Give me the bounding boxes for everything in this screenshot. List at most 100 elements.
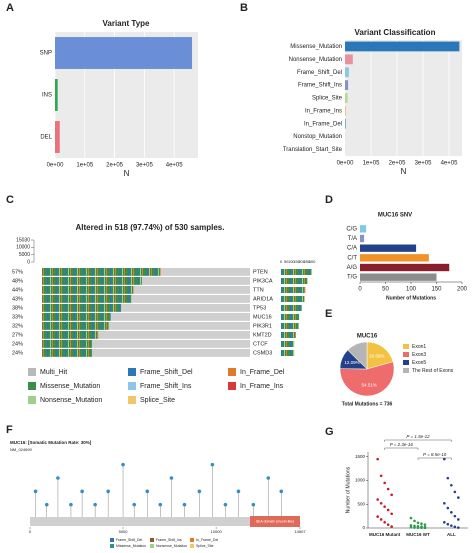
- gene-label: CSMD3: [253, 350, 272, 356]
- x-tick-label: 300: [309, 259, 316, 264]
- point: [423, 526, 427, 530]
- point: [390, 512, 393, 516]
- legend-label: The Rest of Exons: [412, 368, 454, 374]
- y-tick-label: 0: [362, 525, 365, 530]
- count-bar: [281, 305, 302, 311]
- legend-swatch: [190, 538, 194, 542]
- y-tick-label: 15030: [16, 237, 30, 243]
- y-tick-label: Frame_Shift_Ins: [298, 83, 342, 89]
- lollipop-head: [266, 476, 271, 480]
- protein-backbone: [30, 517, 300, 526]
- altered-fraction: [42, 313, 111, 321]
- point: [376, 515, 379, 518]
- x-tick-label: 0: [358, 287, 362, 293]
- chart-title: MUC16: [Somatic Mutation Rate: 30%]: [10, 440, 92, 445]
- legend-swatch: [403, 344, 409, 349]
- legend-label: In_Frame_Del: [196, 538, 218, 542]
- legend-label: In_Frame_Del: [240, 369, 285, 376]
- x-tick-label: 2e+05: [106, 163, 124, 169]
- x-axis-label: N: [124, 169, 130, 178]
- x-tick-label: 0: [280, 259, 283, 264]
- y-tick-label: INS: [42, 93, 52, 99]
- count-bar: [281, 323, 299, 329]
- point: [423, 523, 427, 526]
- y-tick-label: T/G: [347, 275, 357, 281]
- count-bar: [281, 296, 305, 302]
- percent-label: 38%: [12, 305, 23, 311]
- point: [379, 502, 383, 505]
- lollipop-head: [197, 489, 202, 494]
- x-axis-label: Number of Mutations: [386, 295, 436, 301]
- bar: [55, 37, 193, 69]
- legend-label: Frame_Shift_Del: [116, 538, 142, 542]
- altered-fraction: [42, 349, 92, 357]
- point: [457, 518, 460, 521]
- point: [379, 518, 383, 521]
- percent-label: 48%: [12, 278, 23, 284]
- count-bar: [281, 350, 295, 356]
- domain-label: SEA domain (mucin-like): [256, 519, 294, 523]
- legend-swatch: [190, 544, 194, 548]
- legend-label: Splice_Site: [196, 544, 214, 548]
- y-tick-label: DEL: [40, 135, 52, 141]
- point: [420, 522, 423, 526]
- legend-label: Frame_Shift_Ins: [140, 383, 192, 390]
- x-tick-label: 50: [284, 259, 289, 264]
- bar: [345, 80, 349, 91]
- value-label: 12.09%: [344, 360, 359, 365]
- altered-fraction: [42, 268, 161, 276]
- row-background: [42, 277, 250, 285]
- x-tick-label: 2e+05: [389, 161, 407, 167]
- gene-label: KMT2D: [253, 332, 272, 338]
- legend-swatch: [110, 538, 114, 542]
- subtitle: NM_024690: [10, 447, 33, 452]
- point: [376, 498, 379, 501]
- pie-slice: [366, 341, 394, 370]
- altered-fraction: [42, 322, 109, 330]
- legend-swatch: [403, 360, 409, 365]
- x-tick-label: 4e+05: [441, 161, 459, 167]
- x-tick-label: 200: [457, 287, 468, 293]
- point: [443, 457, 446, 461]
- row-background: [42, 331, 250, 339]
- p-value: P = 1.5e-12: [406, 434, 430, 439]
- legend-swatch: [403, 352, 409, 357]
- bar: [55, 121, 60, 153]
- legend-swatch: [128, 382, 136, 390]
- bar: [360, 273, 437, 281]
- altered-fraction: [42, 286, 134, 294]
- x-tick-label: 3e+05: [415, 161, 433, 167]
- bracket: [384, 439, 452, 442]
- x-tick-label: MUC16 Mutant: [369, 532, 401, 537]
- count-bar: [281, 332, 296, 338]
- count-bar: [281, 287, 306, 293]
- bar: [360, 244, 417, 252]
- x-tick-label: 250: [303, 259, 310, 264]
- lollipop-head: [132, 502, 137, 507]
- row-background: [42, 349, 250, 357]
- point: [443, 521, 446, 524]
- point: [457, 496, 460, 499]
- lollipop-head: [158, 502, 163, 507]
- x-tick-label: 150: [431, 287, 442, 293]
- chart-title: Variant Type: [103, 19, 151, 28]
- lollipop-head: [93, 502, 97, 507]
- count-bar: [281, 278, 308, 284]
- y-tick-label: SNP: [40, 51, 52, 57]
- lollipop-head: [210, 462, 215, 467]
- legend-swatch: [150, 544, 154, 548]
- legend-swatch: [128, 368, 136, 376]
- value-label: 20.69%: [369, 353, 384, 358]
- point: [390, 493, 393, 497]
- point: [450, 511, 453, 514]
- legend-swatch: [28, 396, 36, 404]
- lollipop-head: [121, 462, 125, 467]
- bar: [345, 67, 349, 78]
- legend-swatch: [128, 396, 136, 404]
- point: [386, 523, 390, 526]
- value-label: 54.51%: [361, 382, 376, 387]
- bar: [55, 79, 58, 111]
- row-background: [42, 313, 250, 321]
- altered-fraction: [42, 331, 99, 339]
- point: [420, 526, 423, 530]
